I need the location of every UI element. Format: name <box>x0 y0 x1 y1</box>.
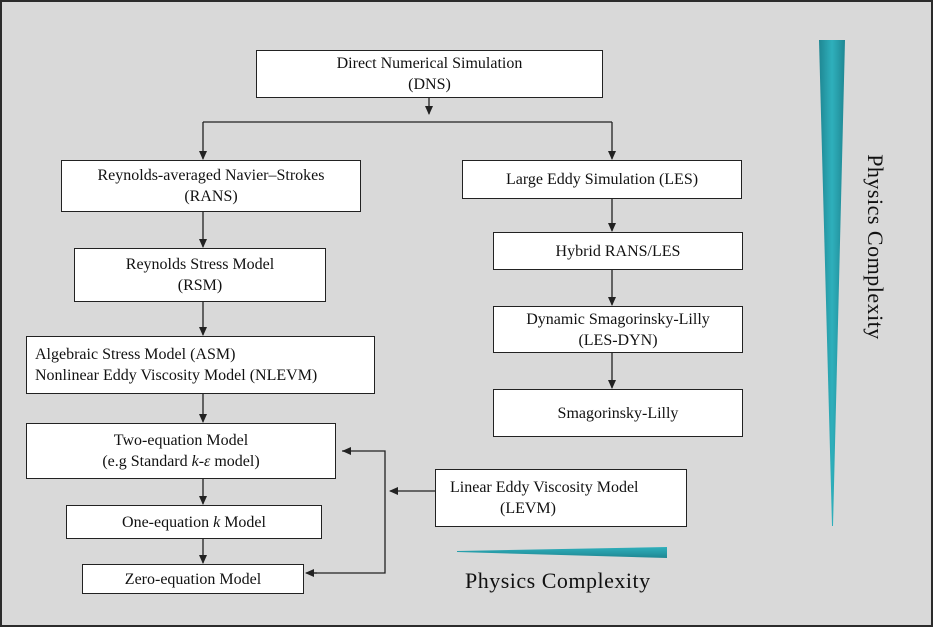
node-dns: Direct Numerical Simulation (DNS) <box>256 50 603 98</box>
node-one-equation-suffix: Model <box>220 513 266 531</box>
node-one-equation-title: One-equation k Model <box>122 512 266 533</box>
node-zero-equation-title: Zero-equation Model <box>124 570 262 588</box>
node-dns-title: Direct Numerical Simulation <box>336 55 523 72</box>
node-two-equation-suffix: model) <box>210 453 260 470</box>
node-dynamic-smagorinsky-title: Dynamic Smagorinsky-Lilly <box>526 310 710 328</box>
vertical-complexity-label: Physics Complexity <box>863 154 888 340</box>
node-two-equation-example: (e.g Standard k-ε model) <box>102 451 259 472</box>
node-rsm-title: Reynolds Stress Model <box>125 256 275 273</box>
node-rans-abbr: (RANS) <box>184 188 238 205</box>
node-les: Large Eddy Simulation (LES) <box>462 160 742 199</box>
node-two-equation: Two-equation Model (e.g Standard k-ε mod… <box>26 423 336 479</box>
node-rans: Reynolds-averaged Navier–Strokes (RANS) <box>61 160 361 212</box>
horizontal-complexity-wedge <box>457 547 667 558</box>
node-zero-equation: Zero-equation Model <box>82 564 304 594</box>
node-asm-line2: Nonlinear Eddy Viscosity Model (NLEVM) <box>35 367 318 384</box>
connector-levm-bracket <box>312 450 386 574</box>
node-rsm-abbr: (RSM) <box>177 277 223 294</box>
node-levm-abbr: (LEVM) <box>500 500 556 517</box>
node-hybrid: Hybrid RANS/LES <box>493 232 743 270</box>
node-asm: Algebraic Stress Model (ASM) Nonlinear E… <box>26 336 375 394</box>
node-rans-title: Reynolds-averaged Navier–Strokes <box>97 167 325 184</box>
node-levm-title: Linear Eddy Viscosity Model <box>450 479 639 496</box>
vertical-complexity-wedge <box>819 40 845 526</box>
node-smagorinsky: Smagorinsky-Lilly <box>493 389 743 437</box>
node-rsm: Reynolds Stress Model (RSM) <box>74 248 326 302</box>
node-two-equation-math: k-ε <box>191 453 211 470</box>
node-les-title: Large Eddy Simulation (LES) <box>505 171 699 188</box>
node-smagorinsky-title: Smagorinsky-Lilly <box>557 404 679 422</box>
node-one-equation-prefix: One-equation <box>122 513 214 531</box>
node-dns-abbr: (DNS) <box>408 76 451 93</box>
node-two-equation-title: Two-equation Model <box>113 432 249 449</box>
node-two-equation-prefix: (e.g Standard <box>102 453 192 470</box>
node-levm: Linear Eddy Viscosity Model (LEVM) <box>435 469 687 527</box>
node-hybrid-title: Hybrid RANS/LES <box>555 242 681 260</box>
node-asm-line1: Algebraic Stress Model (ASM) <box>35 346 236 363</box>
node-one-equation: One-equation k Model <box>66 505 322 539</box>
node-dynamic-smagorinsky: Dynamic Smagorinsky-Lilly (LES-DYN) <box>493 306 743 353</box>
node-dynamic-smagorinsky-abbr: (LES-DYN) <box>578 331 658 349</box>
node-one-equation-math: k <box>213 513 221 531</box>
horizontal-complexity-label: Physics Complexity <box>465 568 651 593</box>
